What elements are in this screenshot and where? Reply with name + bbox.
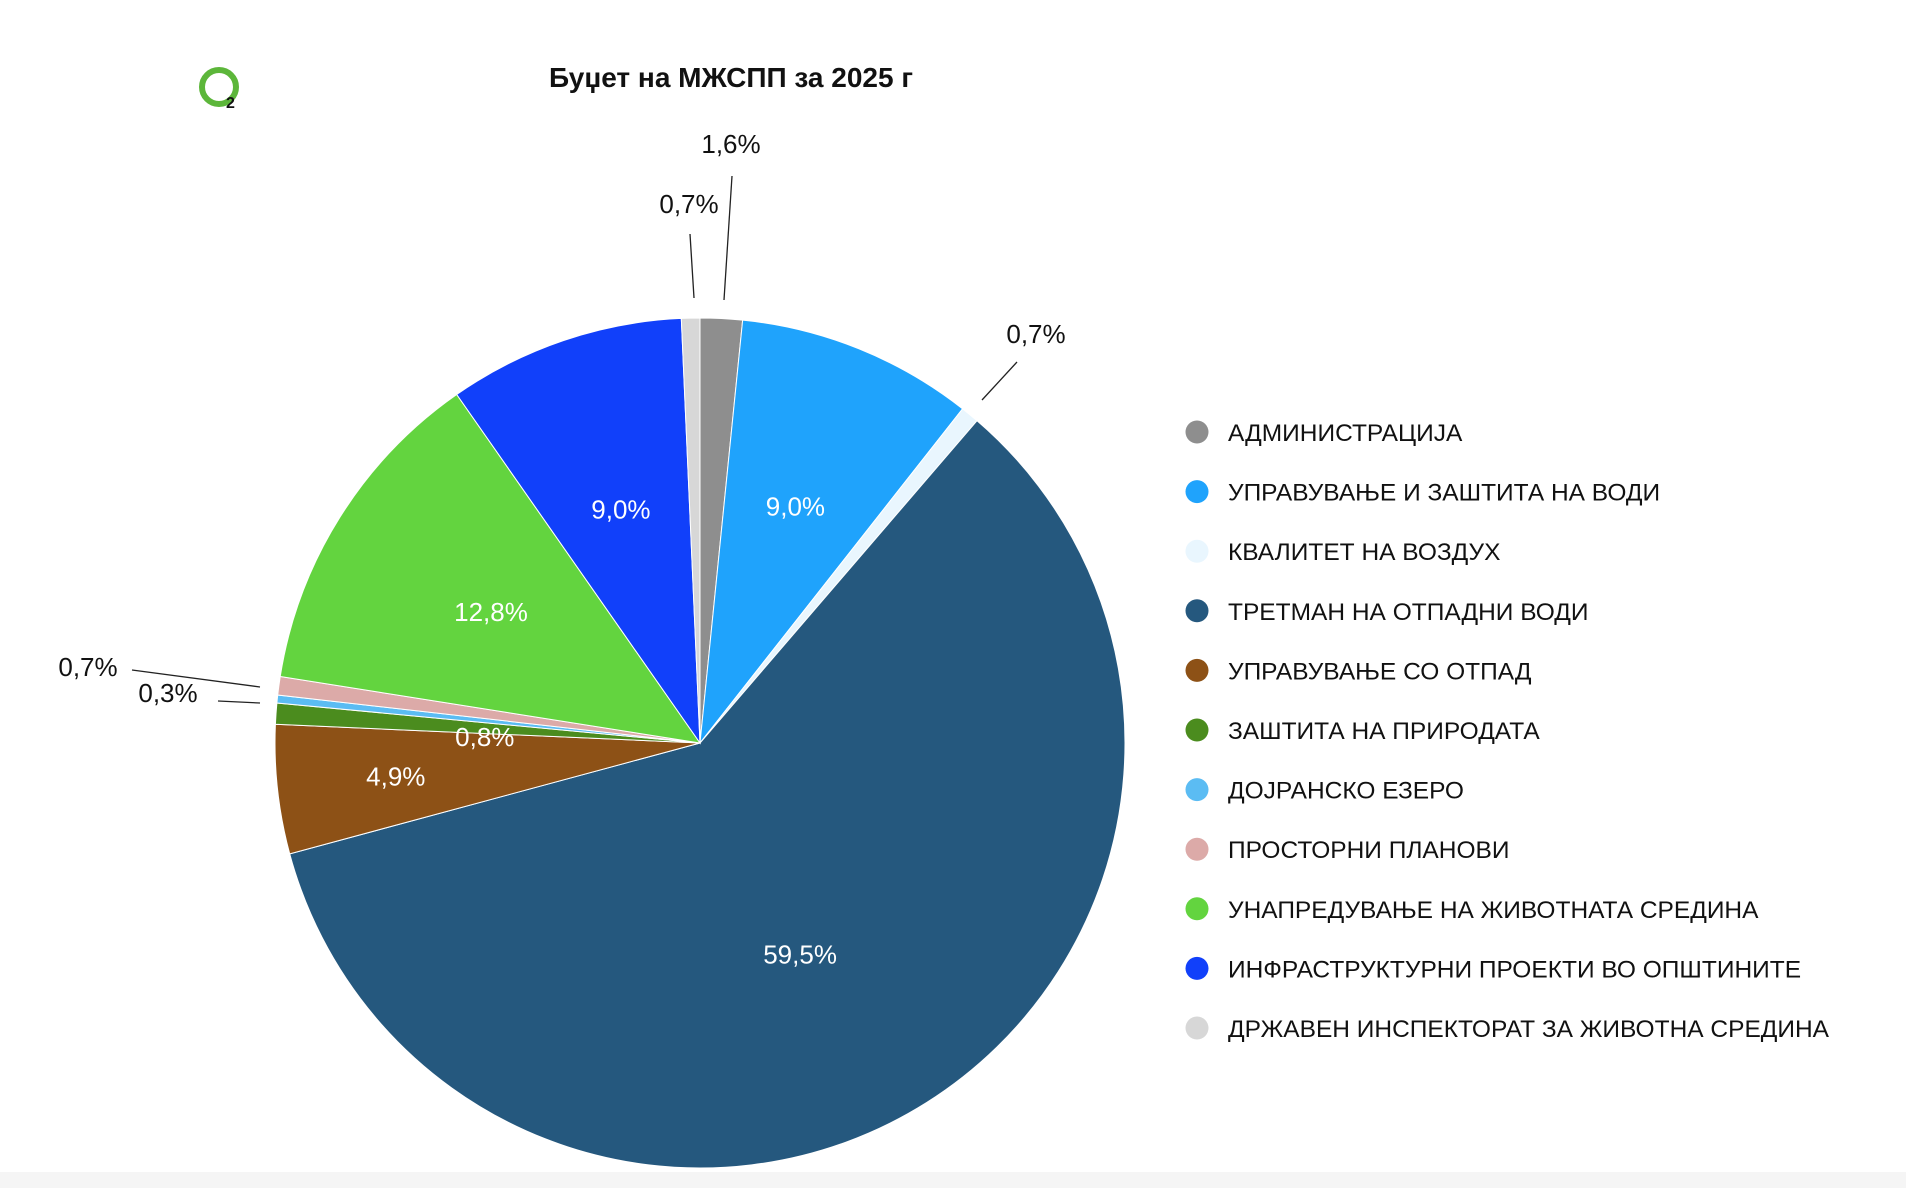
bottom-strip bbox=[0, 1172, 1906, 1188]
legend: АДМИНИСТРАЦИЈА УПРАВУВАЊЕ И ЗАШТИТА НА ВО… bbox=[1185, 420, 1830, 1043]
legend-marker-9 bbox=[1185, 897, 1209, 921]
logo-subscript: 2 bbox=[226, 95, 235, 112]
legend-label-4: ТРЕТМАН НА ОТПАДНИ ВОДИ bbox=[1228, 599, 1588, 626]
legend-marker-2 bbox=[1185, 480, 1209, 504]
logo: 2 bbox=[199, 67, 239, 112]
slice-label-7: 0,3% bbox=[138, 678, 197, 708]
slice-label-3: 0,7% bbox=[1006, 319, 1065, 349]
legend-marker-10 bbox=[1185, 956, 1209, 980]
pie-slices bbox=[274, 317, 1126, 1169]
legend-label-7: ДОЈРАНСКО ЕЗЕРО bbox=[1228, 778, 1464, 805]
legend-label-8: ПРОСТОРНИ ПЛАНОВИ bbox=[1228, 837, 1509, 864]
legend-label-11: ДРЖАВЕН ИНСПЕКТОРАТ ЗА ЖИВОТНА СРЕДИНА bbox=[1228, 1016, 1830, 1043]
legend-marker-11 bbox=[1185, 1016, 1209, 1040]
legend-label-1: АДМИНИСТРАЦИЈА bbox=[1228, 420, 1463, 447]
legend-marker-6 bbox=[1185, 718, 1209, 742]
legend-label-5: УПРАВУВАЊЕ СО ОТПАД bbox=[1228, 658, 1532, 685]
chart-title: Буџет на МЖСПП за 2025 г bbox=[549, 62, 913, 93]
slice-label-10: 9,0% bbox=[591, 495, 650, 525]
legend-label-9: УНАПРЕДУВАЊЕ НА ЖИВОТНАТА СРЕДИНА bbox=[1228, 897, 1759, 924]
leader-line-3 bbox=[981, 361, 1018, 401]
slice-label-5: 4,9% bbox=[366, 762, 425, 792]
slice-label-9: 12,8% bbox=[454, 597, 528, 627]
legend-marker-3 bbox=[1185, 539, 1209, 563]
pie-slice-9 bbox=[279, 393, 702, 744]
leader-line-11 bbox=[689, 233, 695, 299]
legend-label-2: УПРАВУВАЊЕ И ЗАШТИТА НА ВОДИ bbox=[1228, 480, 1660, 507]
slice-label-8: 0,7% bbox=[58, 652, 117, 682]
slice-label-2: 9,0% bbox=[766, 492, 825, 522]
pie-slice-11 bbox=[680, 317, 701, 744]
legend-label-10: ИНФРАСТРУКТУРНИ ПРОЕКТИ ВО ОПШТИНИТЕ bbox=[1228, 956, 1801, 983]
slice-label-4: 59,5% bbox=[763, 939, 837, 969]
slice-labels: 1,6% 9,0% 0,7% 59,5% 4,9% 0,8% 0,3% 0,7% 12,8% 9,… bbox=[58, 129, 1065, 969]
legend-label-3: КВАЛИТЕТ НА ВОЗДУХ bbox=[1228, 539, 1500, 566]
legend-marker-7 bbox=[1185, 778, 1209, 802]
pie-slice-10 bbox=[456, 317, 701, 745]
legend-marker-8 bbox=[1185, 837, 1209, 861]
leader-line-7 bbox=[217, 700, 261, 704]
slice-label-11: 0,7% bbox=[659, 189, 718, 219]
logo-ring bbox=[199, 67, 239, 107]
slice-label-6: 0,8% bbox=[455, 722, 514, 752]
legend-marker-1 bbox=[1185, 420, 1209, 444]
slice-label-1: 1,6% bbox=[701, 129, 760, 159]
pie-slice-2 bbox=[699, 319, 964, 745]
legend-marker-4 bbox=[1185, 599, 1209, 623]
leader-line-8 bbox=[131, 669, 261, 688]
leader-lines bbox=[131, 175, 1018, 704]
pie-slice-4 bbox=[289, 419, 1126, 1169]
legend-marker-5 bbox=[1185, 658, 1209, 682]
legend-label-6: ЗАШТИТА НА ПРИРОДАТА bbox=[1228, 718, 1540, 745]
leader-line-1 bbox=[723, 175, 733, 301]
